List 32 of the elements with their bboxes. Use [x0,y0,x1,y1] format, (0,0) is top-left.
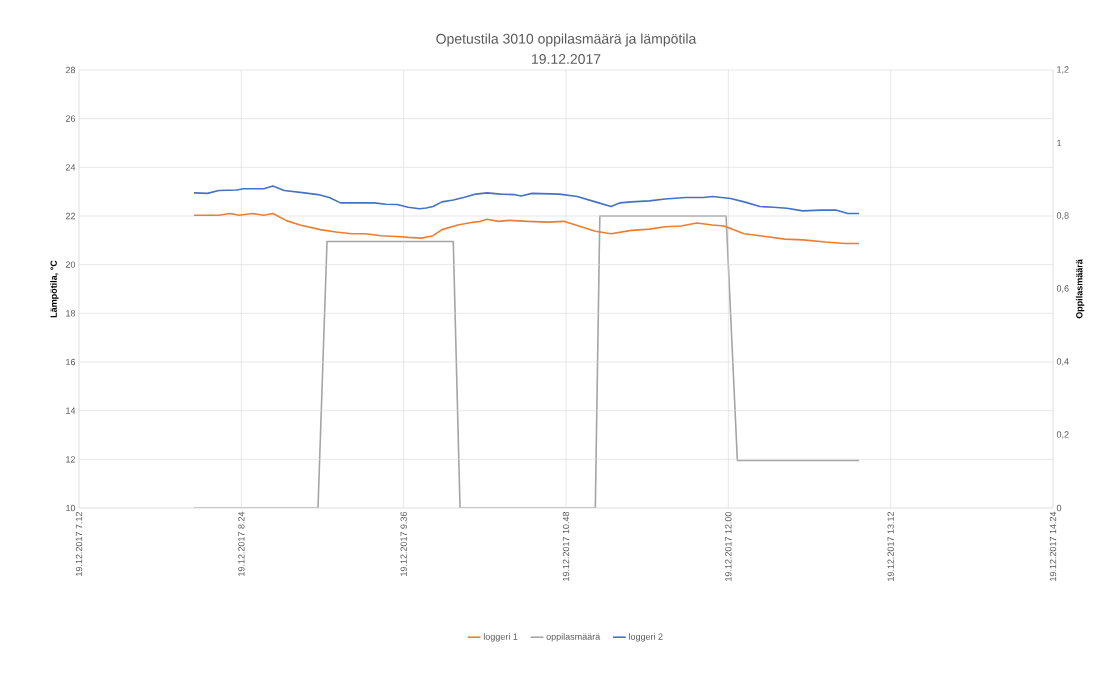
legend-label: oppilasmäärä [546,633,601,642]
x-tick-label: 19.12.2017 10.48 [562,511,570,581]
y-tick-label: 26 [65,115,76,122]
x-tick-label: 19.12.2017 14.24 [1049,511,1057,581]
y2-axis-title: Oppilasmäärä [1075,259,1085,319]
x-tick-label: 19.12.2017 9.36 [400,511,407,576]
x-tick-label: 19.12.2017 13.12 [887,512,894,581]
y-tick-label: 14 [66,407,76,414]
x-tick-label: 19.12.2017 8.24 [238,511,245,576]
y2-tick-label: 0,8 [1056,212,1069,220]
y-tick-label: 20 [65,261,76,268]
y2-tick-label: 1,2 [1057,66,1069,74]
y2-tick-label: 0 [1056,504,1062,512]
y2-tick-label: 0,6 [1056,285,1069,293]
legend-label: loggeri 1 [483,633,518,642]
y-tick-label: 28 [65,66,76,74]
y-tick-label: 24 [65,164,76,171]
y-tick-label: 22 [65,212,76,220]
y-tick-label: 16 [66,358,76,366]
x-tick-label: 19.12.2017 7.12 [75,512,83,576]
chart-subtitle: 19.12.2017 [532,54,601,64]
y-axis-title: Lämpötila, °C [50,260,59,318]
x-tick-label: 19.12.2017 12.00 [725,511,732,581]
line-series [193,212,860,245]
legend-label: loggeri 2 [629,633,663,642]
y2-tick-label: 1 [1057,139,1062,147]
chart-title: Opetustila 3010 oppilasmäärä ja lämpötila [436,33,697,47]
y2-tick-label: 0,4 [1056,358,1069,366]
y-tick-label: 18 [66,310,76,317]
y-tick-label: 10 [66,504,76,512]
y2-tick-label: 0,2 [1056,431,1069,439]
y-tick-label: 12 [66,456,76,463]
